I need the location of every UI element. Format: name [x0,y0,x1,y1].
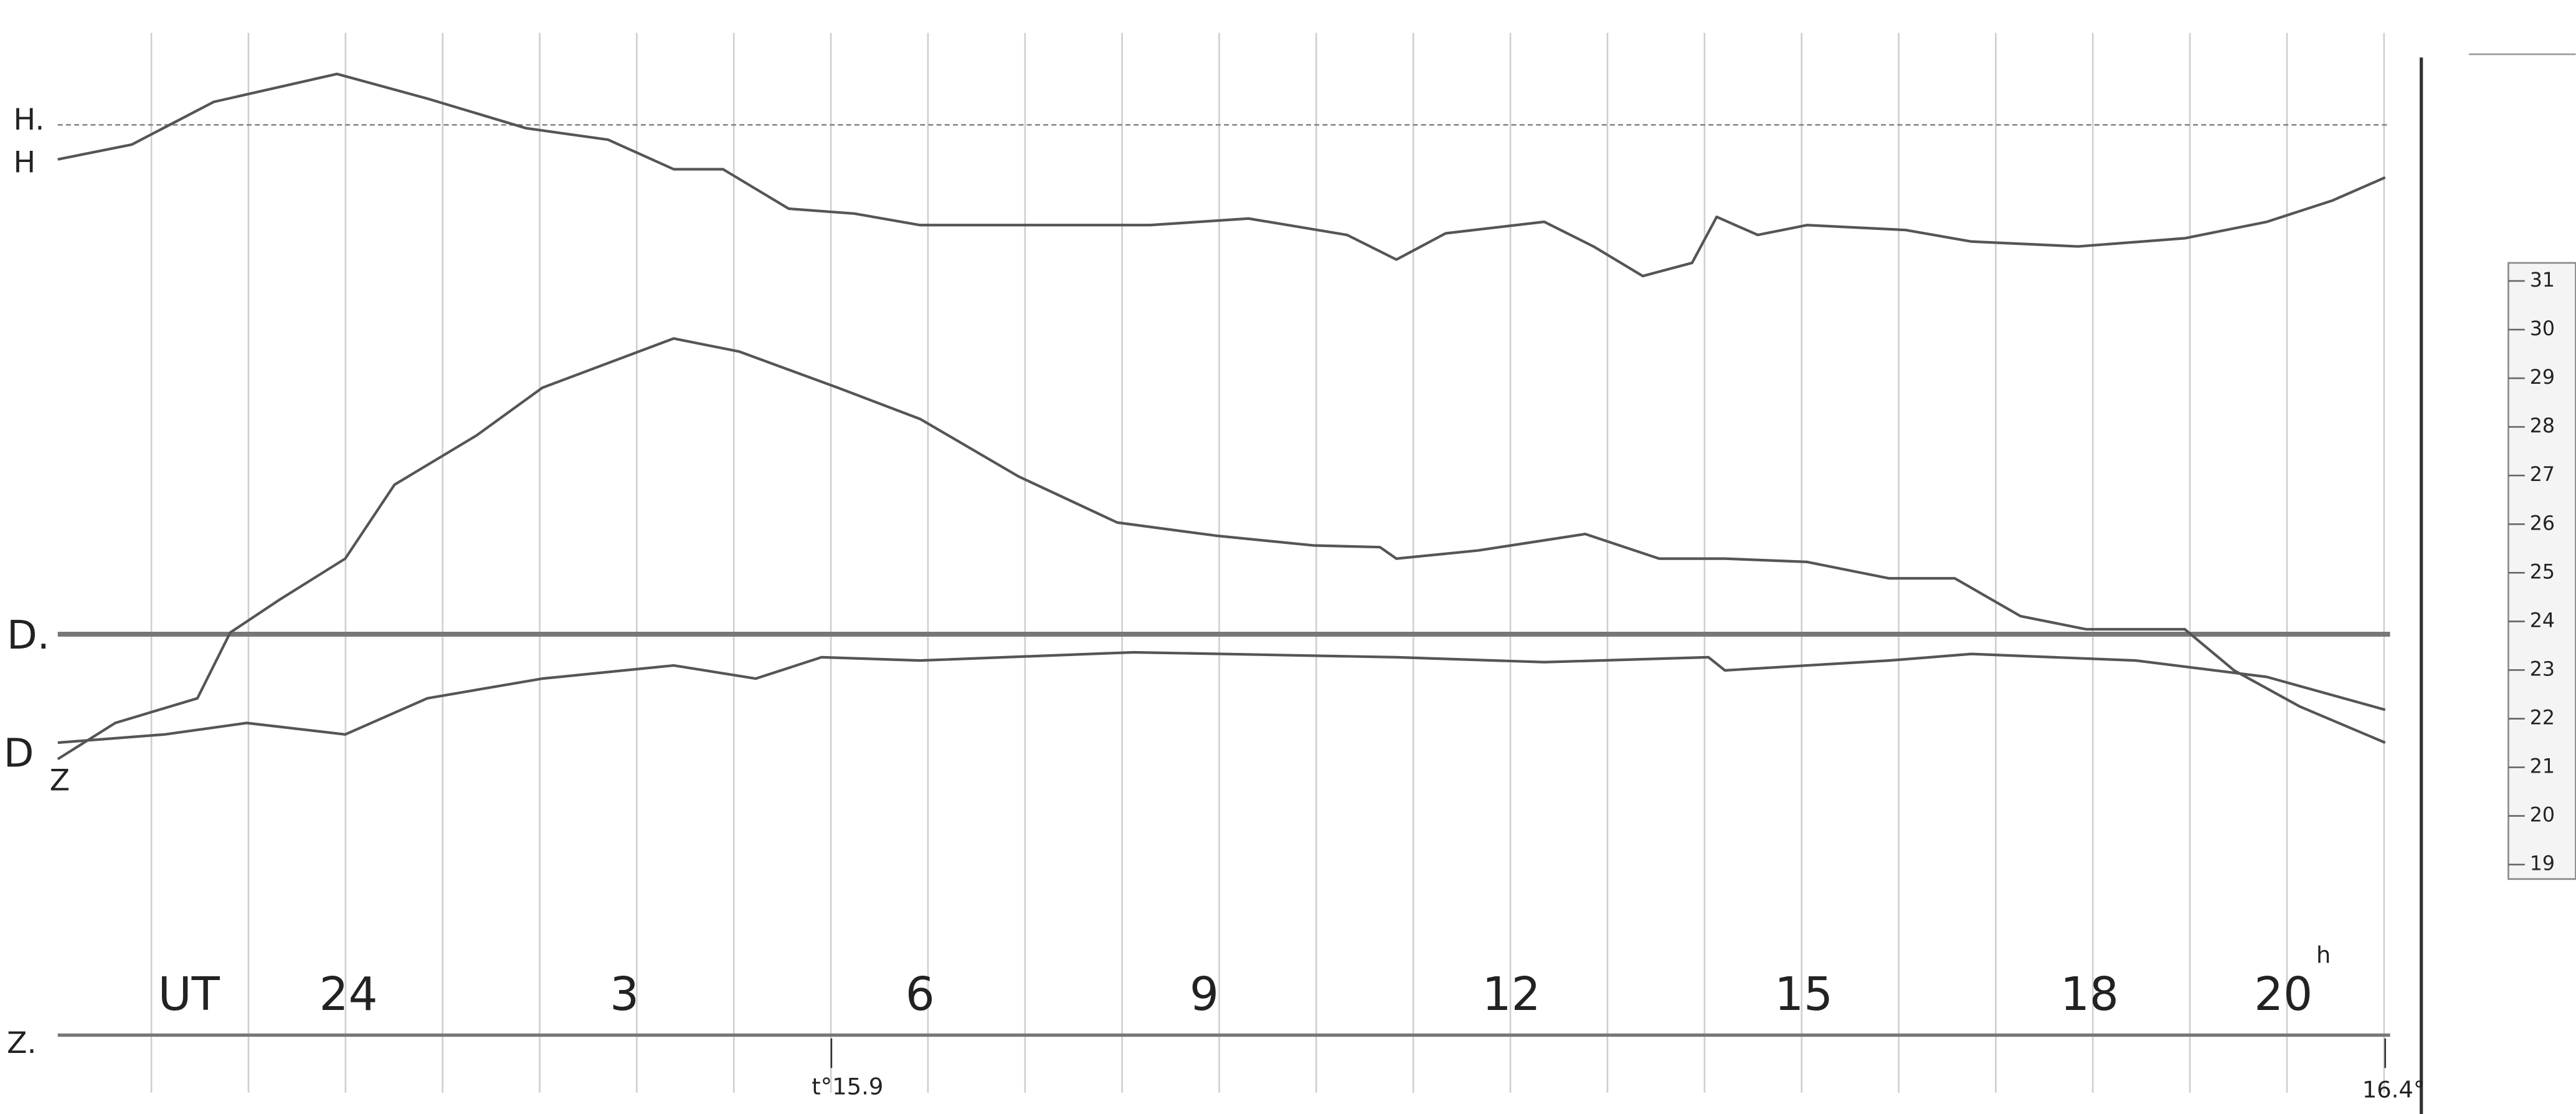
hour-label: 15 [1774,968,1833,1021]
hour-unit: h [2316,941,2331,968]
z-trace [57,650,2386,745]
scale-number: 30 [2530,318,2555,340]
scale-number: 22 [2530,707,2555,729]
hour-label: 3 [610,968,639,1021]
trace-label: Z. [7,1026,37,1060]
trace-label: D. [7,612,50,658]
hour-label: 12 [1482,968,1541,1021]
hour-label: 18 [2060,968,2119,1021]
trace-label: H. [14,103,45,137]
scale-number: 20 [2530,804,2555,827]
scale-number: 19 [2530,853,2555,875]
trace-label: D [4,730,34,776]
start-marker-label: t°15.9 [812,1073,883,1100]
scale-number: 23 [2530,658,2555,680]
hour-label: 6 [906,968,935,1021]
hour-label: 24 [320,968,378,1021]
scale-number: 25 [2530,561,2555,583]
scale-number: 26 [2530,512,2555,535]
scale-number: 31 [2530,269,2555,292]
scale-strip [2507,262,2576,880]
end-marker-label: 16.4° [2362,1077,2425,1103]
scale-number: 21 [2530,756,2555,778]
scale-number: 29 [2530,366,2555,389]
h-trace [57,72,2386,278]
hour-label: 20 [2254,968,2313,1021]
trace-label: H [14,146,36,180]
scale-number: 28 [2530,415,2555,437]
trace-label: Z [50,763,70,797]
scale-number: 24 [2530,609,2555,632]
scale-number: 27 [2530,464,2555,486]
time-axis-label: UT [158,968,220,1021]
d-trace [57,337,2386,761]
time-grid [150,32,2385,1093]
hour-label: 9 [1190,968,1219,1021]
